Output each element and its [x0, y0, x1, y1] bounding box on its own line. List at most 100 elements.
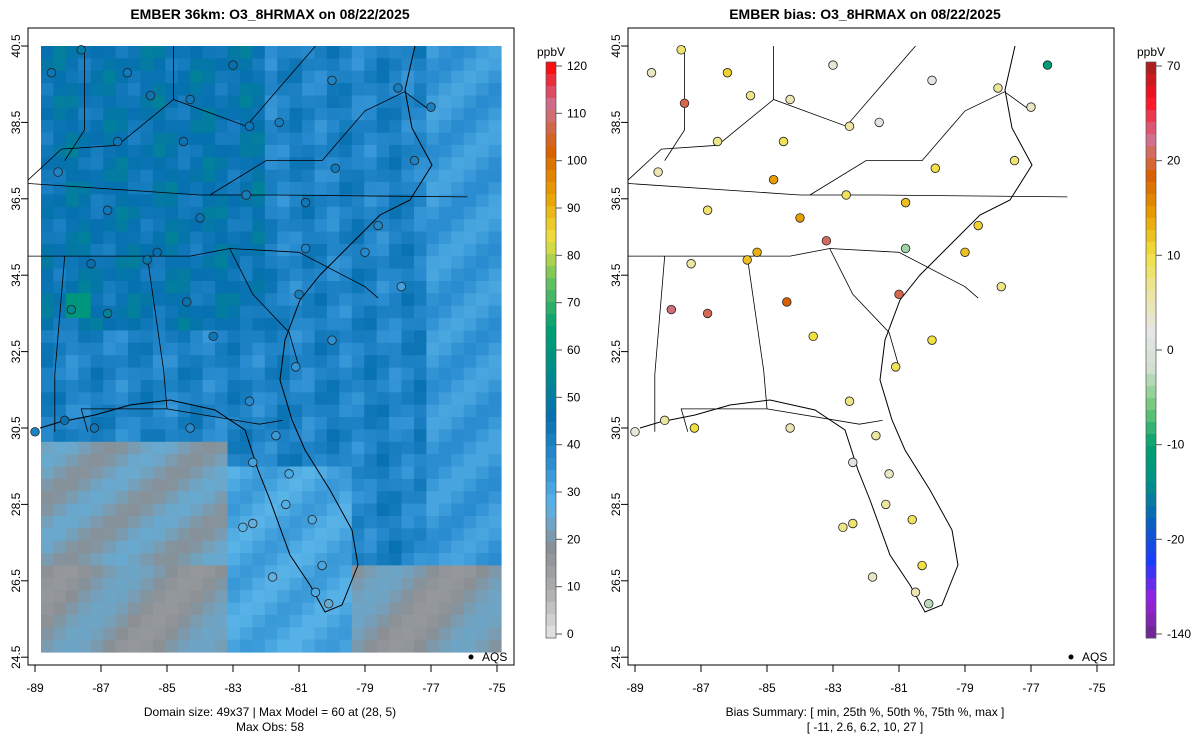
model-cell	[302, 268, 316, 282]
model-cell	[339, 132, 353, 146]
model-cell	[152, 441, 166, 455]
colorbar-swatch	[1146, 338, 1156, 351]
model-cell	[401, 206, 415, 220]
model-cell	[140, 441, 154, 455]
model-cell	[364, 132, 378, 146]
model-cell	[202, 441, 216, 455]
model-cell	[128, 58, 141, 72]
model-cell	[488, 540, 502, 554]
state-border	[654, 256, 666, 432]
model-cell	[326, 478, 340, 492]
model-cell	[438, 293, 452, 307]
model-cell	[389, 318, 403, 332]
model-cell	[401, 590, 415, 604]
model-cell	[128, 577, 141, 591]
model-cell	[326, 614, 340, 628]
model-cell	[389, 466, 403, 480]
coastline	[639, 45, 1033, 613]
model-cell	[41, 144, 54, 158]
aqs-station-marker	[927, 75, 937, 86]
colorbar-swatch	[1146, 446, 1156, 459]
model-cell	[252, 120, 266, 134]
model-cell	[476, 639, 490, 653]
model-cell	[302, 379, 316, 393]
model-cell	[264, 70, 278, 84]
model-cell	[426, 367, 440, 381]
model-cell	[90, 120, 104, 134]
model-cell	[488, 355, 502, 369]
model-cell	[115, 342, 129, 356]
model-cell	[302, 330, 316, 344]
model-cell	[215, 614, 229, 628]
model-cell	[426, 627, 440, 641]
aqs-station-marker	[1042, 60, 1053, 70]
model-cell	[65, 330, 79, 344]
model-cell	[476, 120, 490, 134]
model-cell	[451, 553, 465, 567]
model-cell	[65, 206, 79, 220]
model-cell	[438, 466, 452, 480]
model-cell	[364, 293, 378, 307]
model-cell	[103, 379, 117, 393]
model-cell	[463, 330, 477, 344]
model-cell	[264, 627, 278, 641]
model-cell	[177, 577, 191, 591]
model-cell	[177, 107, 191, 121]
y-tick-label: 28.5	[9, 492, 23, 516]
model-cell	[364, 516, 378, 529]
model-cell	[451, 268, 465, 282]
aqs-station-marker	[307, 514, 317, 525]
model-cell	[476, 70, 490, 84]
model-cell	[41, 478, 54, 492]
aqs-station-marker	[86, 259, 96, 269]
x-tick-label: -75	[488, 681, 506, 695]
model-cell	[252, 58, 266, 72]
model-cell	[476, 206, 490, 220]
model-cell	[302, 466, 316, 480]
model-cell	[53, 268, 67, 282]
model-cell	[351, 231, 365, 245]
colorbar-swatch	[546, 494, 556, 507]
model-cell	[53, 466, 67, 480]
model-cell	[351, 219, 365, 233]
model-cell	[476, 553, 490, 567]
model-cell	[364, 219, 378, 233]
colorbar-swatch	[546, 350, 556, 363]
model-cell	[476, 330, 490, 344]
model-cell	[239, 342, 253, 356]
state-border	[229, 248, 300, 368]
model-cell	[215, 169, 229, 183]
model-cell	[239, 466, 253, 480]
x-tick-label: -77	[1022, 681, 1040, 695]
model-cell	[53, 256, 67, 270]
model-cell	[476, 528, 490, 542]
model-cell	[215, 46, 229, 59]
model-cell	[389, 58, 403, 72]
model-cell	[488, 95, 502, 109]
colorbar-tick-label: 20	[1167, 154, 1181, 168]
model-cell	[128, 417, 141, 430]
model-cell	[376, 627, 390, 641]
model-cell	[215, 194, 229, 208]
model-cell	[401, 268, 415, 282]
model-cell	[401, 342, 415, 356]
model-cell	[326, 58, 340, 72]
model-cell	[239, 330, 253, 344]
colorbar-swatch	[546, 446, 556, 459]
model-cell	[227, 281, 241, 294]
model-cell	[165, 206, 179, 220]
model-cell	[227, 355, 241, 369]
colorbar-swatch	[546, 578, 556, 591]
x-tick-label: -87	[92, 681, 110, 695]
model-cell	[65, 503, 79, 517]
model-cell	[41, 553, 54, 567]
aqs-station-marker	[244, 396, 255, 406]
model-cell	[451, 70, 465, 84]
aqs-station-marker	[848, 457, 858, 468]
model-cell	[351, 206, 365, 220]
model-cell	[90, 565, 104, 579]
model-cell	[190, 565, 204, 579]
colorbar-swatch	[1146, 98, 1156, 111]
model-cell	[376, 528, 390, 542]
model-cell	[376, 305, 390, 319]
